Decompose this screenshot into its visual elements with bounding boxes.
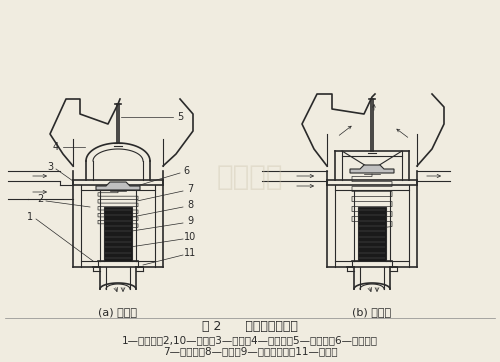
- Polygon shape: [96, 182, 140, 190]
- Text: 6: 6: [183, 166, 189, 176]
- Text: 4: 4: [53, 142, 59, 152]
- Text: 1: 1: [27, 212, 33, 222]
- Bar: [358, 207, 386, 261]
- Text: 5: 5: [177, 112, 183, 122]
- Text: 7—橡胶套；8—石蜡；9—感温器外壳；11—副阀门: 7—橡胶套；8—石蜡；9—感温器外壳；11—副阀门: [162, 346, 338, 356]
- Polygon shape: [350, 165, 394, 173]
- Bar: [104, 207, 132, 261]
- Text: 顶匮电气: 顶匮电气: [217, 163, 283, 191]
- Text: 3: 3: [47, 162, 53, 172]
- Text: 9: 9: [187, 216, 193, 226]
- Text: 10: 10: [184, 232, 196, 242]
- Text: 2: 2: [37, 194, 43, 204]
- Text: 8: 8: [187, 200, 193, 210]
- Text: 图 2      蜡式双阀节温器: 图 2 蜡式双阀节温器: [202, 320, 298, 333]
- Text: 11: 11: [184, 248, 196, 258]
- Text: 1—下支架；2,10—弹簧；3—阀座；4—上支架；5—反推杆；6—主阀门；: 1—下支架；2,10—弹簧；3—阀座；4—上支架；5—反推杆；6—主阀门；: [122, 335, 378, 345]
- Text: (b) 大循环: (b) 大循环: [352, 307, 392, 317]
- Text: 7: 7: [187, 184, 193, 194]
- Text: (a) 小循环: (a) 小循环: [98, 307, 138, 317]
